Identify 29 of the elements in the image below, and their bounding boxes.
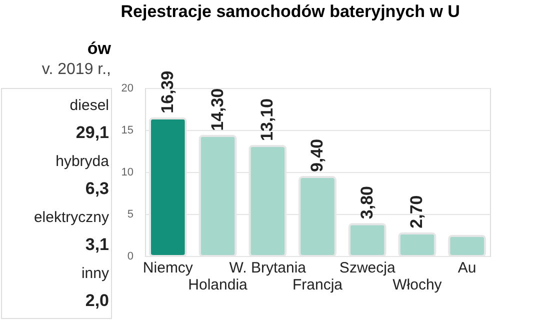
data-label: 16,39 bbox=[158, 70, 177, 114]
data-label: 2,0 bbox=[85, 291, 109, 310]
x-tick-label: Niemcy bbox=[142, 260, 194, 276]
data-label: 13,10 bbox=[258, 98, 277, 141]
x-tick-label: Holandia bbox=[188, 276, 248, 294]
x-tick-label: Włochy bbox=[392, 276, 442, 294]
category-label: inny bbox=[81, 265, 110, 282]
category-label: diesel bbox=[70, 96, 109, 114]
y-tick-label: 15 bbox=[121, 124, 134, 136]
y-tick-label: 20 bbox=[121, 82, 134, 94]
text: v. 2019 r., bbox=[42, 61, 111, 78]
data-label: 2,70 bbox=[407, 195, 426, 228]
chart-title: Rejestracje samochodów bateryjnych w U bbox=[120, 2, 460, 21]
y-tick-label: 0 bbox=[127, 250, 134, 262]
category-label: hybryda bbox=[56, 152, 110, 170]
category-label: elektryczny bbox=[34, 209, 110, 226]
y-tick-label: 10 bbox=[121, 166, 134, 178]
data-label: 9,40 bbox=[308, 138, 326, 172]
data-label: 29,1 bbox=[76, 122, 109, 142]
x-tick-label: Francja bbox=[292, 276, 344, 294]
data-label: 3,80 bbox=[357, 186, 376, 220]
data-label: 6,3 bbox=[85, 178, 109, 198]
x-tick-label: Szwecja bbox=[339, 260, 396, 276]
x-tick-label: Au bbox=[458, 260, 476, 276]
y-tick-label: 5 bbox=[127, 208, 134, 220]
data-label: 14,30 bbox=[208, 88, 227, 131]
text: ów bbox=[87, 39, 112, 58]
x-tick-label: W. Brytania bbox=[229, 260, 307, 276]
data-label: 3,1 bbox=[85, 235, 109, 254]
